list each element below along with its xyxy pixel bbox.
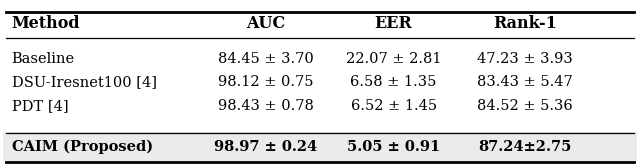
- Text: 22.07 ± 2.81: 22.07 ± 2.81: [346, 52, 442, 66]
- Text: 6.52 ± 1.45: 6.52 ± 1.45: [351, 99, 436, 113]
- Text: 84.45 ± 3.70: 84.45 ± 3.70: [218, 52, 314, 66]
- FancyBboxPatch shape: [3, 132, 637, 161]
- Text: 6.58 ± 1.35: 6.58 ± 1.35: [351, 76, 436, 89]
- Text: AUC: AUC: [246, 15, 285, 33]
- Text: Rank-1: Rank-1: [493, 15, 557, 33]
- Text: 98.97 ± 0.24: 98.97 ± 0.24: [214, 140, 317, 154]
- Text: PDT [4]: PDT [4]: [12, 99, 68, 113]
- Text: 87.24±2.75: 87.24±2.75: [478, 140, 572, 154]
- Text: 84.52 ± 5.36: 84.52 ± 5.36: [477, 99, 573, 113]
- Text: 98.43 ± 0.78: 98.43 ± 0.78: [218, 99, 314, 113]
- Text: EER: EER: [375, 15, 412, 33]
- Text: 98.12 ± 0.75: 98.12 ± 0.75: [218, 76, 314, 89]
- Text: Method: Method: [12, 15, 80, 33]
- Text: 47.23 ± 3.93: 47.23 ± 3.93: [477, 52, 573, 66]
- Text: Baseline: Baseline: [12, 52, 75, 66]
- Text: 5.05 ± 0.91: 5.05 ± 0.91: [347, 140, 440, 154]
- Text: DSU-Iresnet100 [4]: DSU-Iresnet100 [4]: [12, 76, 157, 89]
- Text: 83.43 ± 5.47: 83.43 ± 5.47: [477, 76, 573, 89]
- Text: CAIM (Proposed): CAIM (Proposed): [12, 140, 153, 154]
